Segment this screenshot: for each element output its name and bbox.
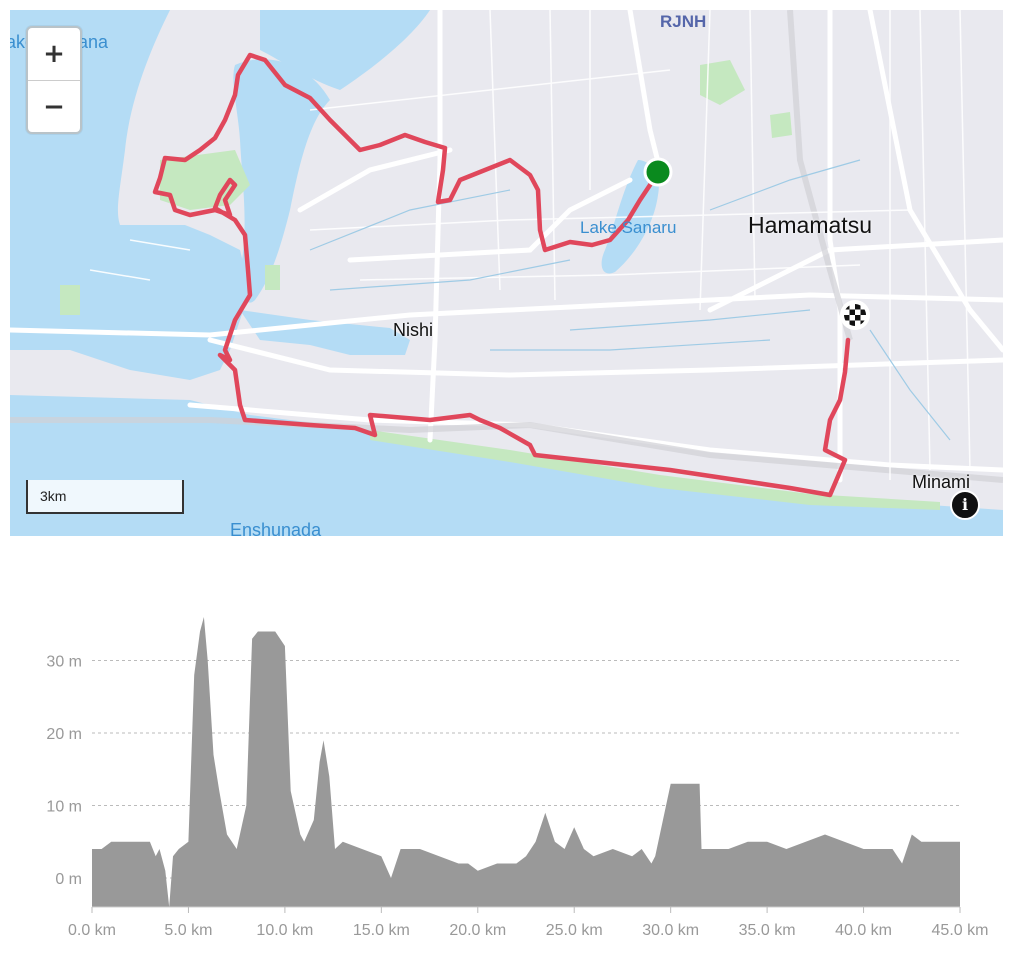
label-rjnh: RJNH [660, 12, 707, 31]
x-tick-label: 15.0 km [353, 922, 410, 939]
elevation-chart: 30 m 20 m 10 m 0 m 0.0 km 5.0 km 10.0 km 15.0 k… [46, 617, 989, 939]
zoom-control: + − [26, 26, 82, 134]
x-tick-label: 30.0 km [642, 922, 699, 939]
lake-hamana-inner [233, 59, 330, 303]
label-enshunada: Enshunada [230, 520, 322, 536]
label-lake-sanaru: Lake Sanaru [580, 218, 677, 237]
info-icon[interactable]: i [950, 490, 980, 520]
zoom-in-button[interactable]: + [28, 28, 80, 80]
northern-water [260, 10, 430, 90]
y-tick-label: 10 m [46, 799, 82, 816]
y-tick-label: 0 m [55, 871, 82, 888]
label-minami: Minami [912, 472, 971, 492]
x-tick-label: 25.0 km [546, 922, 603, 939]
route-map[interactable]: RJNH Lake Hamana Lake Sanaru Hamamatsu N… [10, 10, 1003, 536]
finish-marker [840, 300, 870, 330]
scale-label: 3km [40, 488, 67, 504]
x-tick-label: 45.0 km [932, 922, 989, 939]
route-line [152, 52, 851, 498]
scale-bar: 3km [26, 480, 184, 514]
label-hamamatsu: Hamamatsu [748, 212, 872, 238]
y-tick-label: 30 m [46, 654, 82, 671]
x-tick-label: 20.0 km [449, 922, 506, 939]
x-tick-label: 35.0 km [739, 922, 796, 939]
elevation-profile: 30 m 20 m 10 m 0 m 0.0 km 5.0 km 10.0 km 15.0 k… [0, 560, 1024, 953]
x-tick-label: 5.0 km [164, 922, 212, 939]
zoom-out-button[interactable]: − [28, 80, 80, 132]
x-tick-label: 0.0 km [68, 922, 116, 939]
start-marker [643, 157, 673, 187]
elevation-area [92, 617, 960, 907]
map-canvas [10, 10, 1003, 536]
label-nishi: Nishi [393, 320, 434, 340]
x-tick-label: 10.0 km [256, 922, 313, 939]
harbour-water [240, 310, 410, 355]
x-tick-label: 40.0 km [835, 922, 892, 939]
enshunada-sea [10, 395, 1003, 536]
y-tick-label: 20 m [46, 726, 82, 743]
